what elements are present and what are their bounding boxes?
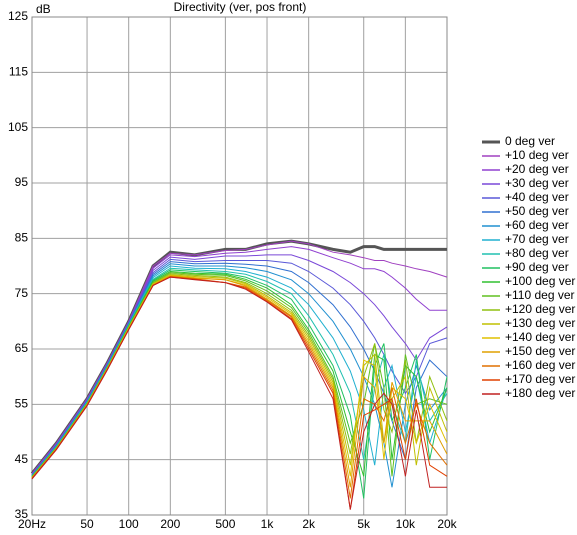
y-tick-label: 75 [15,286,29,300]
y-tick-label: 35 [15,507,29,521]
y-tick-label: 45 [15,452,29,466]
x-tick-label: 500 [215,517,235,531]
x-tick-label: 2k [302,517,316,531]
legend-label: +20 deg ver [505,162,569,176]
plot-frame [31,16,448,516]
x-tick-label: 1k [261,517,275,531]
x-tick-label: 10k [396,517,416,531]
series-line [31,276,447,510]
legend-label: +10 deg ver [505,148,569,162]
legend-label: +170 deg ver [505,372,575,386]
legend-label: +130 deg ver [505,316,575,330]
y-tick-label: 85 [15,231,29,245]
legend-label: +140 deg ver [505,330,575,344]
legend-label: +110 deg ver [505,288,575,302]
x-tick-label: 50 [80,517,94,531]
x-tick-label: 20k [437,517,457,531]
legend-label: 0 deg ver [505,134,555,148]
legend-label: +60 deg ver [505,218,569,232]
legend-label: +180 deg ver [505,386,575,400]
y-tick-label: 125 [8,9,28,23]
y-tick-label: 65 [15,341,29,355]
x-tick-label: 5k [357,517,371,531]
chart-title: Directivity (ver, pos front) [174,0,307,14]
x-tick-label: 200 [160,517,180,531]
y-tick-label: 105 [8,120,28,134]
legend-label: +40 deg ver [505,190,569,204]
legend-label: +70 deg ver [505,232,569,246]
x-tick-label: 20Hz [18,517,46,531]
legend-label: +160 deg ver [505,358,575,372]
y-axis-label: dB [36,2,51,16]
y-tick-label: 115 [9,65,28,79]
legend-label: +100 deg ver [505,274,575,288]
y-tick-label: 55 [15,397,29,411]
legend-label: +150 deg ver [505,344,575,358]
x-tick-label: 100 [119,517,139,531]
legend-label: +50 deg ver [505,204,569,218]
legend-label: +90 deg ver [505,260,569,274]
legend-label: +120 deg ver [505,302,575,316]
y-tick-label: 95 [15,175,29,189]
legend-label: +30 deg ver [505,176,569,190]
legend-label: +80 deg ver [505,246,569,260]
